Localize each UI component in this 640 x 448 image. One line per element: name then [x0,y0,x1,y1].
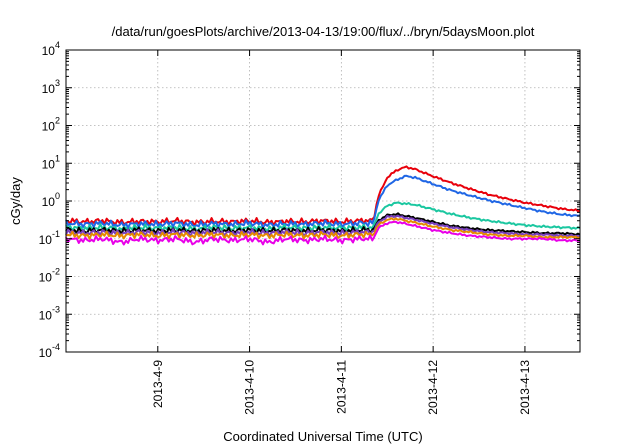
x-tick-labels: 2013-4-9 2013-4-10 2013-4-11 2013-4-12 2013-… [151,360,532,415]
y-axis-label: cGy/day [8,177,23,225]
y-tick-base: 10 [42,195,56,209]
x-tick-label: 2013-4-9 [151,360,165,408]
y-tick-base: 10 [39,233,53,247]
series-line [65,217,581,240]
x-tick-label: 2013-4-13 [518,360,532,415]
y-tick-label: 10-4 [39,342,60,360]
y-tick-label: 10-3 [39,304,60,322]
series-line [65,174,581,229]
y-tick-base: 10 [42,44,56,58]
y-tick-base: 10 [39,346,53,360]
y-tick-exponent: -1 [52,229,60,239]
x-tick-label: 2013-4-11 [334,360,348,414]
y-tick-base: 10 [39,271,53,285]
y-tick-exponent: -2 [52,267,60,277]
y-tick-label: 10-1 [39,229,60,247]
y-tick-exponent: -3 [52,304,60,314]
x-tick-label: 2013-4-10 [243,360,257,415]
y-tick-base: 10 [42,82,56,96]
y-tick-label: 101 [42,153,60,171]
y-tick-exponent: 0 [55,191,60,201]
series-layer [65,165,581,246]
ticks [66,49,580,353]
y-tick-exponent: 4 [55,40,60,50]
chart-title: /data/run/goesPlots/archive/2013-04-13/1… [112,24,535,39]
y-tick-base: 10 [39,308,53,322]
grid [66,50,580,352]
y-tick-base: 10 [42,120,56,134]
y-tick-label: 103 [42,78,60,96]
x-axis-label: Coordinated Universal Time (UTC) [223,429,422,444]
series-line [65,165,581,227]
y-tick-base: 10 [42,157,56,171]
y-tick-exponent: 1 [55,153,60,163]
y-tick-label: 102 [42,116,60,134]
x-tick-label: 2013-4-12 [426,360,440,415]
y-tick-label: 104 [42,40,60,58]
series-line [65,220,581,246]
y-tick-label: 100 [42,191,60,209]
y-tick-exponent: 3 [55,78,60,88]
y-tick-exponent: 2 [55,116,60,126]
series-line [65,201,581,234]
y-tick-exponent: -4 [52,342,60,352]
y-tick-label: 10-2 [39,267,60,285]
